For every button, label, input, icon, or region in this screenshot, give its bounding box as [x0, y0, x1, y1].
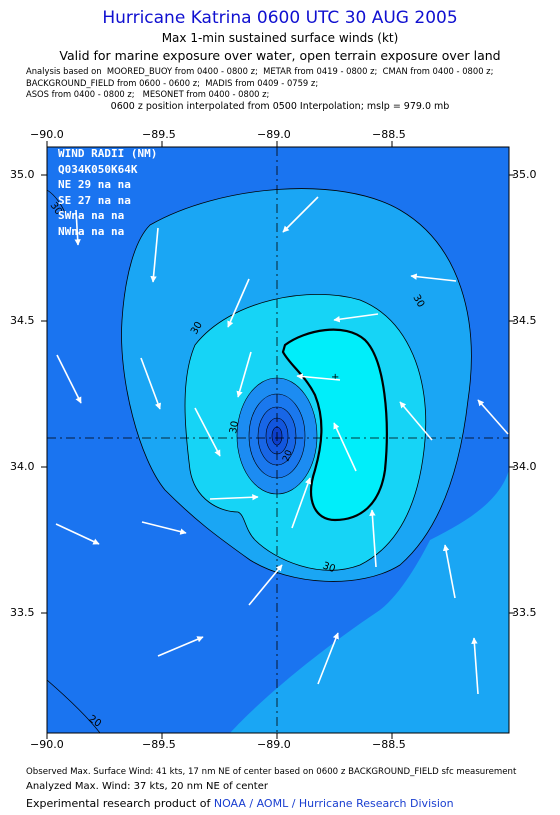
quadrant-label: SE: [58, 193, 72, 207]
lon-tick-top: −90.0: [30, 128, 64, 141]
lon-tick-bottom: −89.0: [257, 738, 291, 751]
wind-arrow: [471, 637, 479, 695]
lon-tick-top: −89.0: [257, 128, 291, 141]
observed-max-wind: Observed Max. Surface Wind: 41 kts, 17 n…: [26, 767, 517, 777]
wind-vectors: [55, 196, 509, 695]
wind-arrow: [317, 632, 339, 685]
wind-arrow: [55, 523, 100, 545]
wind-radii-heading: WIND RADII (NM): [58, 147, 158, 160]
wind-arrow: [74, 209, 81, 246]
exposure-note: Valid for marine exposure over water, op…: [59, 48, 501, 63]
wind-arrow: [141, 521, 187, 535]
credit-prefix: Experimental research product of: [26, 797, 214, 810]
analysis-line: ASOS from 0400 - 0800 z; MESONET from 04…: [26, 89, 270, 99]
wind-arrow: [410, 273, 457, 282]
wind-arrow: [248, 564, 283, 606]
quadrant-label: NW: [58, 224, 72, 238]
lon-tick-bottom: −89.5: [142, 738, 176, 751]
wind-arrow: [227, 278, 250, 328]
wind-arrow: [291, 477, 312, 529]
contour-label: 20: [281, 449, 294, 463]
wind-radii-row: SWna na na: [58, 208, 157, 224]
storm-center-plus: +: [331, 372, 339, 383]
analysis-line: BACKGROUND_FIELD from 0600 - 0600 z; MAD…: [26, 77, 319, 88]
wind-arrow: [56, 354, 82, 404]
lon-tick-top: −89.5: [142, 128, 176, 141]
contour-label: 30: [321, 560, 337, 575]
lat-tick-right: 34.0: [512, 460, 537, 473]
quadrant-values: na na na: [71, 224, 125, 238]
lat-tick-left: 33.5: [10, 606, 35, 619]
analysis-sources: Analysis based on MOORED_BUOY from 0400 …: [26, 66, 493, 101]
contour-northwest: [47, 189, 67, 216]
map-title: Hurricane Katrina 0600 UTC 30 AUG 2005: [102, 8, 458, 28]
quadrant-values: na na na: [71, 209, 125, 222]
wind-arrow: [236, 351, 252, 398]
quadrant-values: 27 na na: [77, 193, 131, 207]
analyzed-max-wind: Analyzed Max. Wind: 37 kts, 20 nm NE of …: [26, 781, 268, 792]
contour-20-southwest: [47, 679, 101, 733]
credit-organization-link[interactable]: NOAA / AOML / Hurricane Research Divisio…: [213, 797, 454, 810]
wind-arrow: [296, 373, 341, 381]
wind-radii-row: SE 27 na na: [58, 193, 157, 209]
contour-label: 30: [228, 420, 241, 434]
frame-ticks: [41, 141, 515, 739]
wind-radii-row: NWna na na: [58, 224, 157, 240]
lat-tick-left: 35.0: [10, 168, 35, 181]
lon-tick-bottom: −90.0: [30, 738, 64, 751]
quadrant-values: 29 na na: [77, 178, 131, 191]
interpolation-note: 0600 z position interpolated from 0500 I…: [110, 101, 450, 112]
plot-frame: [46, 146, 510, 734]
lon-tick-bottom: −88.5: [372, 738, 406, 751]
wind-radii-row: NE 29 na na: [58, 177, 157, 193]
lat-tick-left: 34.5: [10, 314, 35, 327]
lat-tick-right: 35.0: [512, 168, 537, 181]
wind-band-30kt-east: [230, 470, 509, 733]
wind-radii-columns: Q034K050K64K: [58, 162, 138, 176]
wind-arrow: [333, 422, 357, 472]
map-subtitle: Max 1-min sustained surface winds (kt): [161, 31, 399, 45]
wind-arrow: [209, 494, 259, 501]
wind-arrow: [477, 399, 509, 435]
wind-arrow: [194, 407, 221, 457]
wind-arrow: [442, 544, 456, 599]
analysis-line: Analysis based on MOORED_BUOY from 0400 …: [26, 66, 494, 76]
wind-arrow: [399, 401, 433, 441]
lon-tick-top: −88.5: [372, 128, 406, 141]
credit-line: Experimental research product of NOAA / …: [26, 797, 454, 810]
lat-tick-left: 34.0: [10, 460, 35, 473]
quadrant-label: NE: [58, 178, 72, 191]
lat-tick-right: 33.5: [512, 606, 537, 619]
lat-tick-right: 34.5: [512, 314, 537, 327]
wind-arrow: [333, 313, 379, 323]
wind-arrow: [157, 636, 204, 657]
wind-arrow: [140, 357, 161, 410]
wind-radii-table: WIND RADII (NM) Q034K050K64K NE 29 na na SE…: [58, 146, 157, 239]
quadrant-label: SW: [58, 209, 72, 222]
wind-arrow: [150, 227, 159, 283]
wind-arrow: [282, 196, 319, 233]
wind-arrow: [369, 509, 377, 568]
